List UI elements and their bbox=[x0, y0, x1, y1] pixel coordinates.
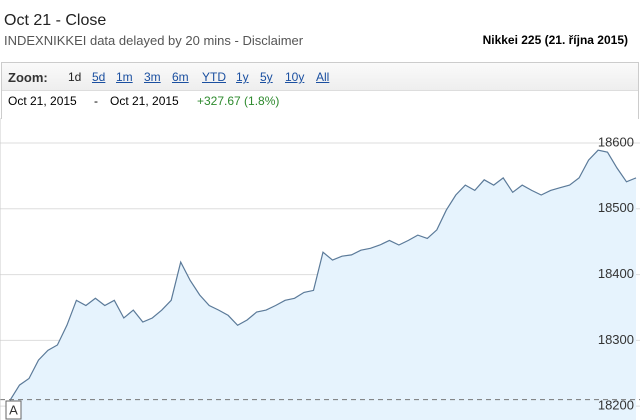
zoom-option[interactable]: All bbox=[316, 70, 330, 84]
y-tick-label: 18400 bbox=[598, 266, 634, 281]
price-line bbox=[9, 149, 637, 401]
zoom-option[interactable]: 3m bbox=[144, 70, 161, 84]
zoom-bar: Zoom: 1d 5d 1m 3m 6m YTD 1y 5y 10y All bbox=[2, 63, 638, 91]
y-tick-label: 18300 bbox=[598, 332, 634, 347]
range-end: Oct 21, 2015 bbox=[110, 94, 179, 108]
annotation-label: A bbox=[9, 402, 18, 417]
zoom-panel: Zoom: 1d 5d 1m 3m 6m YTD 1y 5y 10y All Oct 21, 20… bbox=[1, 62, 639, 119]
zoom-label: Zoom: bbox=[8, 70, 48, 85]
annotation-flag bbox=[5, 400, 22, 420]
subtitle: Oct 21 - Close bbox=[4, 12, 107, 29]
zoom-option[interactable]: 1m bbox=[116, 70, 133, 84]
y-tick-label: 18500 bbox=[598, 200, 634, 215]
zoom-option[interactable]: 1d bbox=[68, 70, 82, 84]
zoom-option[interactable]: 5y bbox=[260, 70, 273, 84]
range-start: Oct 21, 2015 bbox=[8, 94, 77, 108]
caption: Nikkei 225 (21. října 2015) bbox=[482, 33, 628, 47]
delay-note: INDEXNIKKEI data delayed by 20 mins - Di… bbox=[4, 33, 304, 48]
area-fill bbox=[10, 150, 636, 420]
zoom-option[interactable]: YTD bbox=[202, 70, 226, 84]
zoom-option[interactable]: 1y bbox=[236, 70, 249, 84]
zoom-option[interactable]: 6m bbox=[172, 70, 189, 84]
range-change: +327.67 (1.8%) bbox=[197, 94, 280, 108]
zoom-option[interactable]: 10y bbox=[285, 70, 305, 84]
y-tick-label: 18600 bbox=[598, 134, 634, 149]
y-tick-label: 18200 bbox=[598, 398, 634, 413]
range-separator: - bbox=[94, 94, 98, 108]
zoom-option[interactable]: 5d bbox=[92, 70, 106, 84]
